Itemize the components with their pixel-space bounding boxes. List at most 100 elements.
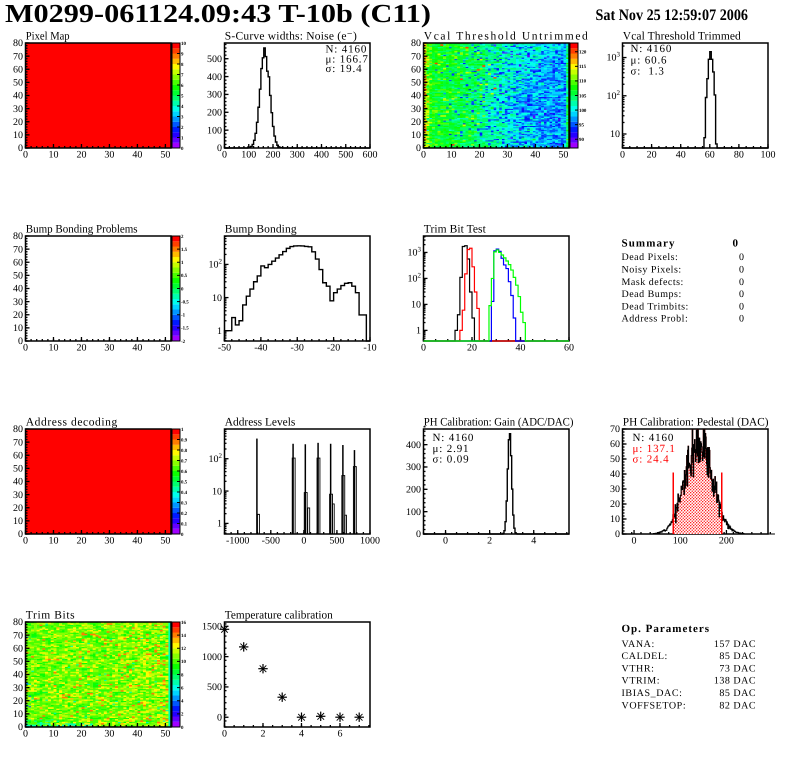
svg-text:60: 60 xyxy=(411,65,421,76)
svg-text:0: 0 xyxy=(23,343,28,354)
svg-text:70: 70 xyxy=(13,437,23,448)
svg-text:0.4: 0.4 xyxy=(181,490,188,496)
svg-text:100: 100 xyxy=(241,150,256,161)
svg-text:10: 10 xyxy=(13,516,23,527)
svg-text:30: 30 xyxy=(13,683,23,694)
svg-text:70: 70 xyxy=(411,51,421,62)
svg-text:10: 10 xyxy=(411,300,421,311)
svg-text:20: 20 xyxy=(13,696,23,707)
svg-text:70: 70 xyxy=(610,424,620,435)
svg-text:-50: -50 xyxy=(218,343,231,354)
svg-text:0: 0 xyxy=(181,532,184,538)
svg-text:-40: -40 xyxy=(254,343,267,354)
svg-text:-2: -2 xyxy=(181,339,186,345)
svg-text:0: 0 xyxy=(222,150,227,161)
svg-text:10: 10 xyxy=(447,150,457,161)
svg-text:40: 40 xyxy=(132,536,142,547)
svg-text:7: 7 xyxy=(181,72,184,78)
svg-text:0: 0 xyxy=(620,150,625,161)
svg-text:0: 0 xyxy=(421,343,426,354)
svg-text:CALDEL:: CALDEL: xyxy=(622,651,668,662)
svg-text:82 DAC: 82 DAC xyxy=(719,700,756,711)
svg-text:20: 20 xyxy=(77,343,87,354)
svg-text:0: 0 xyxy=(739,301,744,312)
svg-text:0: 0 xyxy=(217,143,222,154)
svg-text:400: 400 xyxy=(314,150,329,161)
svg-text:4: 4 xyxy=(181,699,184,705)
svg-text:20: 20 xyxy=(475,150,485,161)
svg-text:80: 80 xyxy=(13,38,23,49)
svg-text:500: 500 xyxy=(207,54,222,65)
svg-text:10: 10 xyxy=(13,130,23,141)
svg-text:0: 0 xyxy=(739,314,744,325)
svg-text:Address Levels: Address Levels xyxy=(225,417,296,429)
svg-text:0: 0 xyxy=(301,536,306,547)
svg-text:10: 10 xyxy=(49,536,59,547)
svg-text:Sat Nov 25 12:59:07 2006: Sat Nov 25 12:59:07 2006 xyxy=(596,7,749,24)
svg-text:0.6: 0.6 xyxy=(181,469,188,475)
svg-text:70: 70 xyxy=(13,630,23,641)
svg-text:40: 40 xyxy=(132,150,142,161)
svg-text:30: 30 xyxy=(13,490,23,501)
svg-text:12: 12 xyxy=(181,646,186,652)
svg-text:80: 80 xyxy=(13,617,23,628)
svg-text:10: 10 xyxy=(181,41,186,47)
svg-text:14: 14 xyxy=(181,633,186,639)
svg-text:8: 8 xyxy=(181,62,184,68)
svg-text:Bump Bonding: Bump Bonding xyxy=(225,224,297,236)
svg-text:6: 6 xyxy=(181,685,184,691)
svg-text:1500: 1500 xyxy=(202,622,222,633)
svg-text:80: 80 xyxy=(13,231,23,242)
svg-text:50: 50 xyxy=(160,536,170,547)
svg-text:20: 20 xyxy=(77,729,87,740)
svg-text:0: 0 xyxy=(416,143,421,154)
svg-text:0: 0 xyxy=(217,712,222,723)
svg-text:500: 500 xyxy=(207,682,222,693)
svg-text:2: 2 xyxy=(181,712,184,718)
svg-text:Bump Bonding Problems: Bump Bonding Problems xyxy=(26,224,138,236)
svg-text:σ: 24.4: σ: 24.4 xyxy=(633,454,670,466)
svg-text:105: 105 xyxy=(579,93,587,99)
svg-text:50: 50 xyxy=(160,343,170,354)
svg-text:20: 20 xyxy=(13,310,23,321)
svg-text:0: 0 xyxy=(222,729,227,740)
svg-text:60: 60 xyxy=(705,150,715,161)
svg-text:60: 60 xyxy=(13,450,23,461)
svg-text:0: 0 xyxy=(23,150,28,161)
svg-text:6: 6 xyxy=(181,83,184,89)
svg-text:400: 400 xyxy=(207,72,222,83)
svg-text:20: 20 xyxy=(13,503,23,514)
svg-text:1: 1 xyxy=(181,135,184,141)
svg-text:-500: -500 xyxy=(262,536,280,547)
svg-text:2: 2 xyxy=(487,536,492,547)
svg-text:0: 0 xyxy=(733,238,739,250)
svg-text:Dead Trimbits:: Dead Trimbits: xyxy=(622,301,689,312)
svg-text:0.8: 0.8 xyxy=(181,448,188,454)
svg-text:VOFFSETOP:: VOFFSETOP: xyxy=(622,700,687,711)
svg-text:50: 50 xyxy=(160,150,170,161)
svg-text:40: 40 xyxy=(530,150,540,161)
svg-text:VTRIM:: VTRIM: xyxy=(622,676,661,687)
svg-text:3: 3 xyxy=(181,114,184,120)
svg-text:-1: -1 xyxy=(181,313,186,319)
svg-text:40: 40 xyxy=(411,91,421,102)
svg-text:2: 2 xyxy=(181,125,184,131)
svg-text:10: 10 xyxy=(49,343,59,354)
svg-text:0: 0 xyxy=(18,722,23,733)
svg-text:5: 5 xyxy=(181,93,184,99)
svg-text:-10: -10 xyxy=(363,343,376,354)
svg-text:20: 20 xyxy=(647,150,657,161)
svg-text:0.9: 0.9 xyxy=(181,437,188,443)
svg-text:200: 200 xyxy=(266,150,281,161)
svg-text:400: 400 xyxy=(406,440,421,451)
svg-text:40: 40 xyxy=(13,477,23,488)
svg-text:VTHR:: VTHR: xyxy=(622,663,655,674)
svg-text:PH Calibration: Pedestal (DAC): PH Calibration: Pedestal (DAC) xyxy=(623,417,769,429)
svg-text:Summary: Summary xyxy=(622,238,676,250)
svg-text:-0.5: -0.5 xyxy=(181,299,189,305)
svg-text:Trim Bits: Trim Bits xyxy=(26,610,75,622)
svg-text:Temperature calibration: Temperature calibration xyxy=(225,610,333,622)
svg-text:30: 30 xyxy=(104,150,114,161)
svg-text:90: 90 xyxy=(579,137,584,143)
svg-text:10: 10 xyxy=(13,323,23,334)
